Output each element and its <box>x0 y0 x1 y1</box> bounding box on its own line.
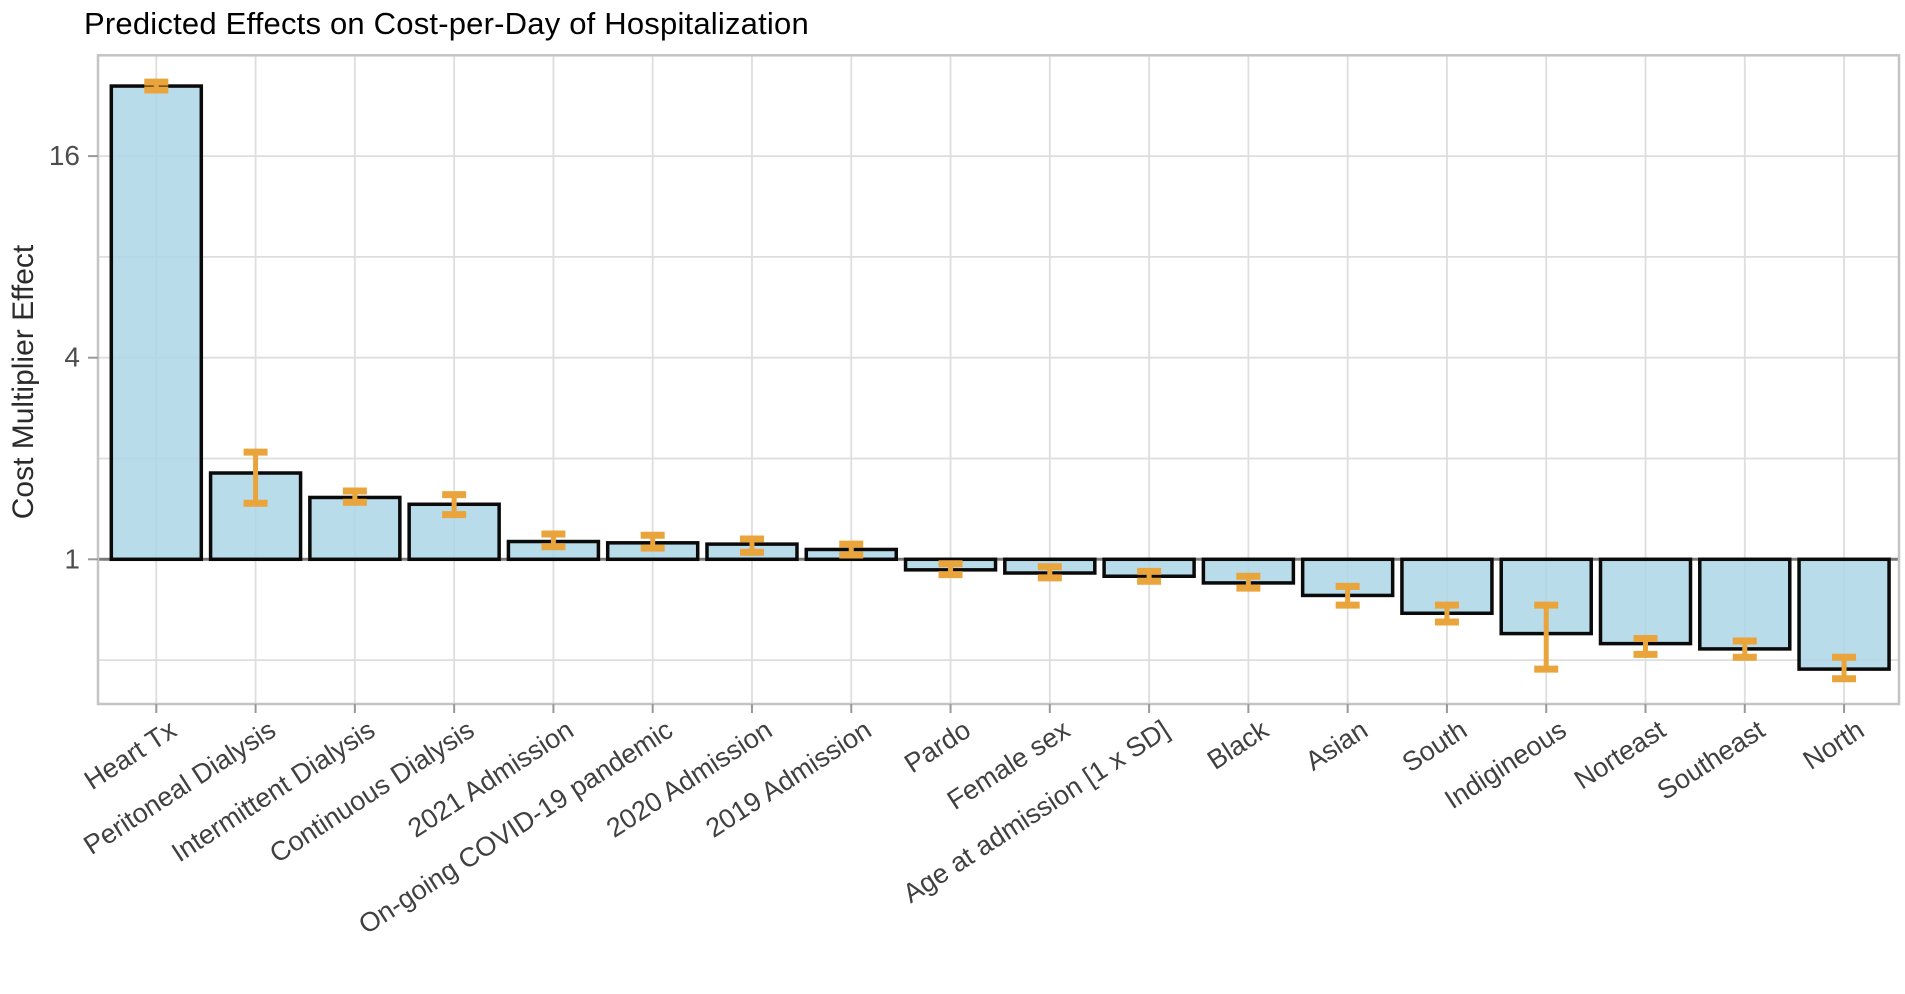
bar <box>109 84 204 562</box>
x-tick-label: North <box>1798 714 1870 775</box>
bar <box>308 495 402 562</box>
x-tick-label: Black <box>1202 714 1274 775</box>
x-tick-label: Southeast <box>1652 714 1771 806</box>
chart-title: Predicted Effects on Cost-per-Day of Hos… <box>84 6 809 41</box>
x-tick-label: South <box>1397 714 1473 778</box>
x-tick-label: 2020 Admission <box>601 714 777 843</box>
panel-border <box>96 54 1901 706</box>
x-tick-label: 2021 Admission <box>403 714 579 843</box>
y-tick-label: 4 <box>64 342 80 373</box>
bar <box>1598 557 1693 646</box>
bar <box>1499 557 1593 636</box>
x-tick-label: Asian <box>1300 714 1373 776</box>
y-tick-label: 1 <box>64 543 80 574</box>
bar <box>1698 557 1792 651</box>
x-tick-label: Pardo <box>899 714 976 778</box>
x-tick-label: 2019 Admission <box>700 714 876 843</box>
bar <box>1797 557 1891 671</box>
y-tick-label: 16 <box>49 140 80 171</box>
